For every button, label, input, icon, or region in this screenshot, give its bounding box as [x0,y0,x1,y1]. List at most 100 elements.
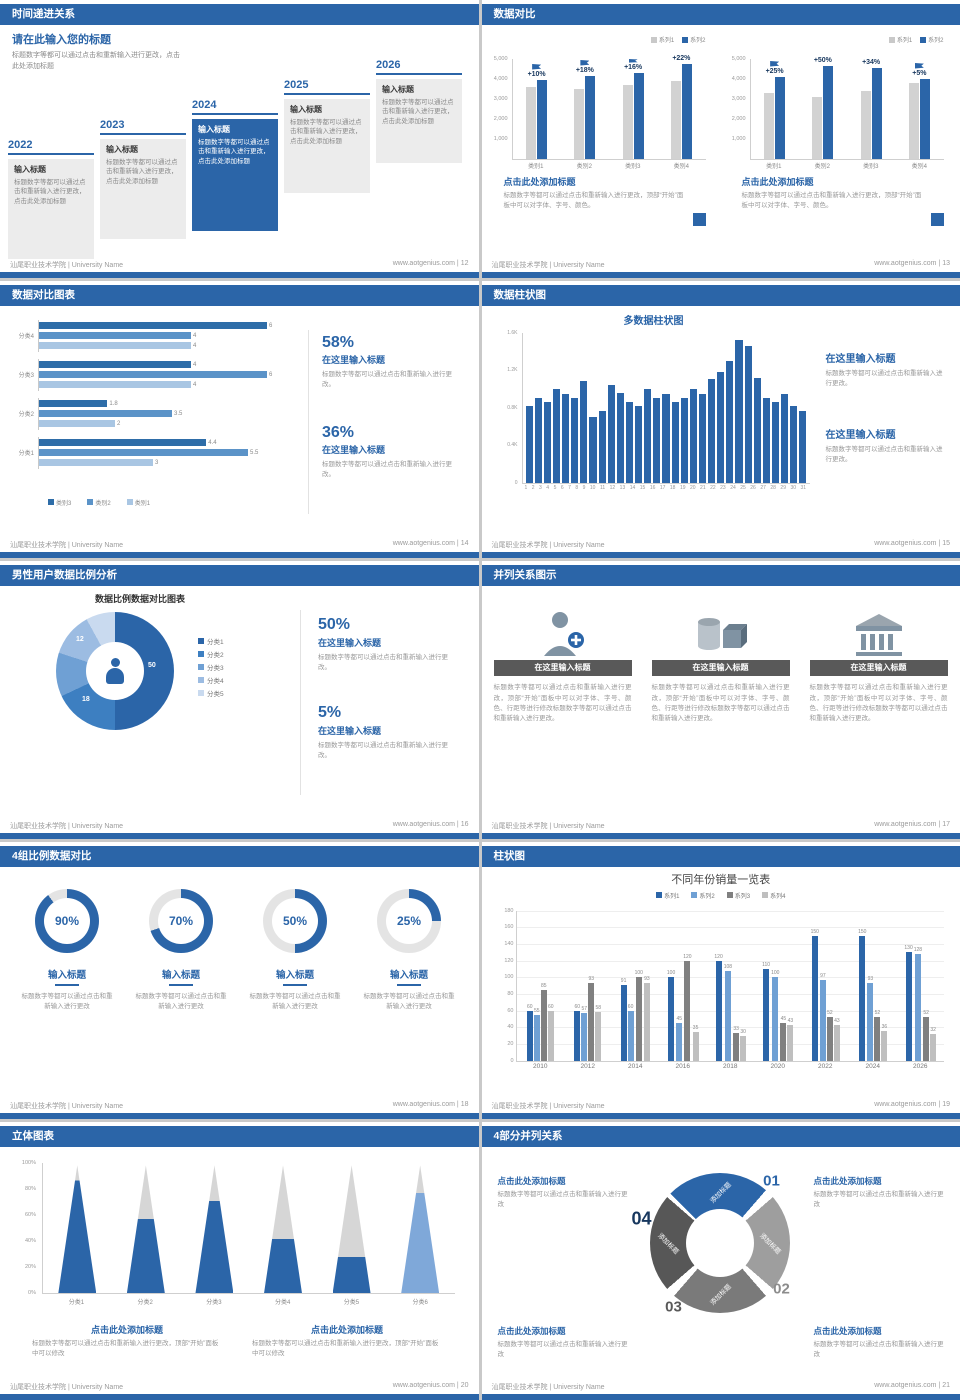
bar-series-1 [764,93,775,159]
footer-site: www.aotgenius.com [392,1101,455,1109]
slide-footer: 汕尾职业技术学院 | University Name www.aotgenius… [492,260,951,270]
caption-title: 点击此处添加标题 [310,1325,383,1336]
y-axis: 100% 80% 60% 40% 20% 0% [12,1160,40,1297]
bar [881,1030,888,1061]
slide-18[interactable]: 4组比例数据对比 90% 输入标题 标题数字等都可以通过点击和重新输入进行更改 70%… [0,841,479,1120]
bar [735,340,743,483]
segment-number: 04 [631,1208,652,1229]
legend-item: 类别2 [87,498,111,507]
slide-19[interactable]: 柱状图 不同年份销量一览表 系列1 系列2 系列3 系列4 0 20 40 60 80 100 1… [481,841,960,1120]
x-label: 21 [700,484,706,491]
parallel-column: 在这里输入标题 标题数字等都可以通过点击和重新输入进行更改，顶部“开始”面板中可… [493,602,632,731]
page-number: 14 [460,540,469,548]
x-label: 2018 [723,1062,738,1070]
y-tick: 0% [28,1290,36,1297]
bar-series-2 [585,76,596,159]
chart-legend: 类别3 类别2 类别1 [48,498,150,507]
slide-16[interactable]: 男性用户数据比例分析 数据比例数据对比图表 50 18 12 分类1 分类2 分类3 分类… [0,561,479,839]
footer-sep: | [456,540,459,548]
x-label: 3 [539,484,542,491]
segment-number: 01 [763,1172,780,1190]
slide-bottom-strip [0,271,479,278]
slide-12[interactable]: 时间递进关系 请在此输入您的标题 标题数字等都可以通过点击和重新输入进行更改，点… [0,0,479,278]
bar-value: 35 [692,1024,699,1031]
slide-17[interactable]: 并列关系图示 在这里输入标题 标题数字等都可以通过点击和重新输入进行更改，顶部“… [481,561,960,839]
ring-percent: 25% [386,897,432,944]
column-chart: 多数据柱状图 1.6K 1.2K 0.8K 0.4K 0 1 2 3 4 5 6 7 8 9 10 11 12… [498,312,810,491]
card-text: 标题数字等都可以通过点击和重新输入进行更改，点击此处添加标题 [198,139,270,165]
caption-block: 点击此处添加标题 标题数字等都可以通过点击和重新输入进行更改，顶部“开始”面板中… [504,175,684,211]
bar [763,969,770,1061]
bar [680,398,688,483]
stat-text: 标题数字等都可以通过点击和重新输入进行更改。 [322,461,452,479]
footer-left: 汕尾职业技术学院 | University Name [10,822,124,830]
x-label: 18 [669,484,676,491]
ring-percent: 90% [44,897,90,944]
x-label: 2020 [770,1062,785,1070]
cone [332,1165,371,1294]
title-underline [283,983,307,986]
legend-item: 分类3 [198,662,224,672]
stat-percent: 5% [318,704,342,722]
decor-square [930,213,944,226]
slide-bottom-strip [481,1394,960,1400]
y-tick: 100 [504,974,514,981]
slide-21[interactable]: 4部分并列关系 01 02 03 04 添加标题 添加标题 添加标题 添加标题 点击此处添加标… [481,1122,960,1400]
caption-title: 在这里输入标题 [825,429,896,441]
progress-ring: 70% [149,888,213,953]
slide-content: 90% 输入标题 标题数字等都可以通过点击和重新输入进行更改 70% 输入标题 标题数字等… [0,867,479,1104]
bar [635,977,642,1061]
bar [653,398,661,483]
caption-block: 点击此处添加标题 标题数字等都可以通过点击和重新输入进行更改 [814,1175,948,1210]
bar [859,935,866,1061]
legend-item: 类别1 [126,498,150,507]
caption-title: 点击此处添加标题 [741,177,814,187]
flag-icon [580,60,590,66]
bar-value: 43 [787,1017,794,1024]
legend-swatch [198,651,204,658]
chart-legend: 系列1 系列2 [650,35,706,44]
y-tick: 5,000 [731,56,746,62]
group-label: 分类1 [18,451,34,458]
page-number: 15 [942,540,950,548]
bar [39,410,172,418]
y-tick: 40% [24,1238,36,1245]
x-label: 2012 [580,1062,595,1070]
slide-title: 数据柱状图 [493,288,547,301]
stat-text: 标题数字等都可以通过点击和重新输入进行更改。 [322,371,452,389]
intro-text: 标题数字等都可以通过点击和重新输入进行更改，点击此处添加标题 [12,52,180,70]
bar-value: 93 [867,976,874,983]
plot-area: 0 20 40 60 80 100 120 140 160 180 60 55 85 60 2010 60 57… [504,908,944,1070]
slide-13[interactable]: 数据对比 点击此处添加标题 标题数字等都可以通过点击和重新输入进行更改，顶部“开… [481,0,960,278]
slide-content: 01 02 03 04 添加标题 添加标题 添加标题 添加标题 点击此处添加标题 标题数字等都… [482,1147,960,1384]
footer-left: 汕尾职业技术学院 | University Name [491,822,605,830]
slide-20[interactable]: 立体图表 100% 80% 60% 40% 20% 0% 分类1 分类2 分类3 分类4 分类5 分… [0,1122,479,1400]
slide-title: 柱状图 [493,849,526,862]
x-label: 11 [599,484,606,491]
slide-footer: 汕尾职业技术学院 | University Name www.aotgenius… [492,540,951,550]
bar [595,1012,602,1061]
slide-content: 在这里输入标题 标题数字等都可以通过点击和重新输入进行更改，顶部“开始”面板中可… [482,586,960,823]
slide-14[interactable]: 数据对比图表 分类4 6 4 4 分类3 4 6 4 分类2 1.8 3.5 2 分类1 4.4 5.5 3 … [0,280,479,559]
slide-bottom-strip [0,1394,479,1400]
legend-swatch [48,499,54,506]
bar-value: 45 [780,1016,787,1023]
bar [39,439,207,447]
y-tick: 2,000 [731,116,746,122]
bar-value: 33 [733,1026,739,1033]
x-label: 30 [790,484,797,491]
bar [799,411,807,483]
caption-block: 点击此处添加标题 标题数字等都可以通过点击和重新输入进行更改 [498,1175,632,1210]
slide-bottom-strip [481,832,960,839]
bar-group: 60 55 85 60 2010 [517,911,565,1070]
bar [867,983,874,1061]
bar-series-1 [812,97,823,159]
y-axis: 1.6K 1.2K 0.8K 0.4K 0 [499,330,521,486]
x-label: 5 [553,484,557,491]
bar [753,377,761,483]
card-title: 输入标题 [198,125,230,134]
cone [401,1165,440,1294]
bar [625,401,633,483]
timeline-card: 输入标题 标题数字等都可以通过点击和重新输入进行更改，点击此处添加标题 [376,79,462,163]
